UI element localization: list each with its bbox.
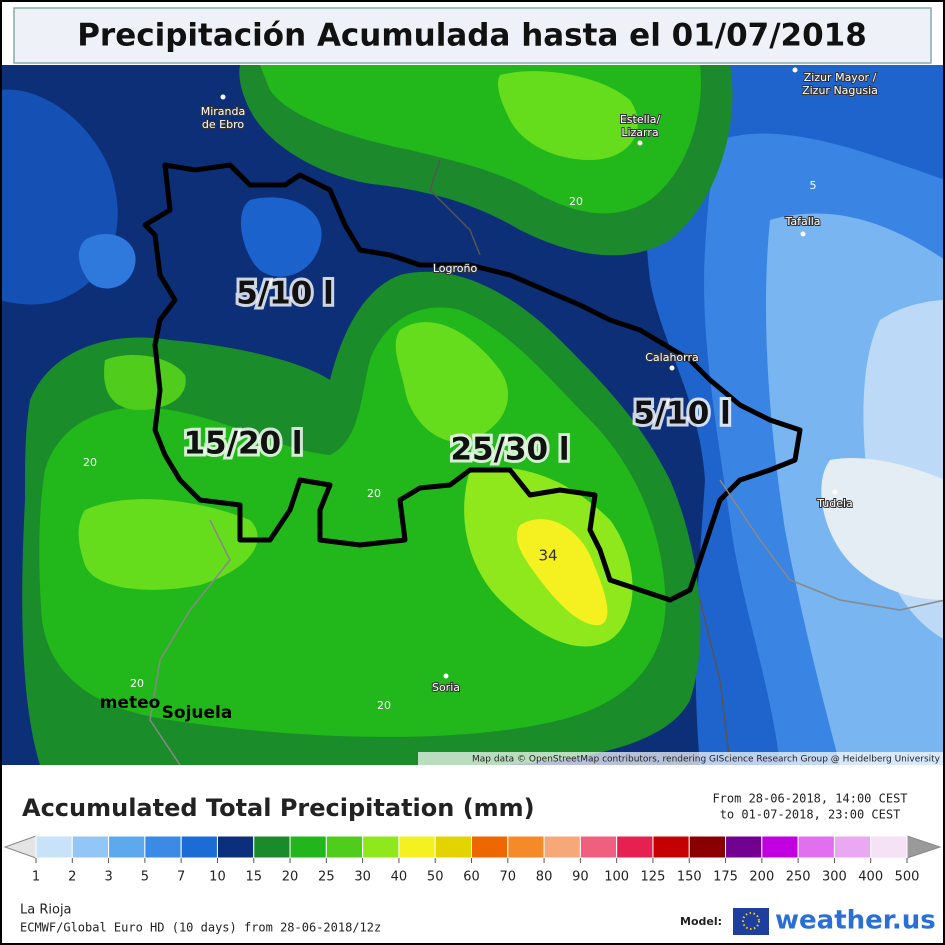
colorbar-box — [289, 835, 327, 859]
colorbar: 1 2 3 5 7 10 15 20 25 30 40 50 60 70 80 90 100 125 150 175 2… — [3, 835, 942, 885]
legend-period: to 01-07-2018, 23:00 CEST — [720, 808, 901, 822]
contour-label: 20 — [377, 699, 391, 712]
colorbar-box — [688, 835, 727, 859]
colorbar-tick-label: 500 — [895, 870, 920, 885]
colorbar-tick-label: 90 — [572, 870, 589, 885]
colorbar-tick-label: 80 — [536, 870, 553, 885]
colorbar-tick-label: 50 — [427, 870, 444, 885]
colorbar-tick-label: 20 — [282, 870, 299, 885]
colorbar-box — [507, 835, 545, 859]
colorbar-tick-label: 7 — [177, 870, 185, 885]
colorbar-box — [398, 835, 436, 859]
colorbar-tick-label: 250 — [786, 870, 811, 885]
attribution: Map data © OpenStreetMap contributors, r… — [472, 755, 941, 765]
colorbar-tick-label: 25 — [318, 870, 335, 885]
colorbar-box — [870, 835, 908, 859]
colorbar-tick-label: 300 — [822, 870, 847, 885]
colorbar-box — [543, 835, 581, 859]
colorbar-box — [761, 835, 799, 859]
colorbar-tick-label: 100 — [604, 870, 629, 885]
contour-label: 5 — [810, 179, 817, 192]
place-label: Tudela — [816, 497, 853, 510]
colorbar-box — [71, 835, 110, 859]
colorbar-box — [180, 835, 218, 859]
colorbar-box — [216, 835, 255, 859]
title-box — [13, 7, 932, 64]
contour-label: 34 — [538, 547, 557, 565]
colorbar-box — [362, 835, 400, 859]
colorbar-box — [797, 835, 835, 859]
colorbar-tick-label: 175 — [713, 870, 738, 885]
region-label: 15/20 l — [183, 426, 302, 462]
place-label: Logroño — [433, 262, 478, 275]
place-label: Tafalla — [784, 215, 820, 228]
colorbar-tick-label: 10 — [209, 870, 226, 885]
colorbar-box — [144, 835, 182, 859]
colorbar-tick-label: 5 — [141, 870, 149, 885]
colorbar-box — [434, 835, 473, 859]
colorbar-box — [579, 835, 618, 859]
colorbar-tick-label: 70 — [500, 870, 517, 885]
watermark: meteo — [100, 693, 161, 713]
colorbar-tick-label: 3 — [104, 870, 112, 885]
colorbar-box — [108, 835, 146, 859]
region-name: La Rioja — [20, 903, 72, 918]
colorbar-box — [652, 835, 690, 859]
region-label: 5/10 l — [633, 396, 730, 432]
map — [0, 65, 945, 766]
watermark: Sojuela — [162, 703, 233, 723]
colorbar-box — [325, 835, 364, 859]
place-label: Miranda — [201, 105, 246, 118]
colorbar-tick-label: 2 — [68, 870, 76, 885]
place-label: Soria — [432, 681, 460, 694]
legend-title: Accumulated Total Precipitation (mm) — [22, 794, 535, 822]
place-label: Zizur Mayor / — [804, 71, 877, 84]
colorbar-box — [253, 835, 291, 859]
contour-label: 20 — [83, 456, 97, 469]
colorbar-box — [35, 835, 73, 859]
place-label: Estella/ — [620, 113, 661, 126]
model-run: ECMWF/Global Euro HD (10 days) from 28-0… — [20, 921, 381, 935]
model-label: Model: — [680, 915, 722, 928]
place-label: Zizur Nagusia — [802, 84, 878, 97]
brand: weather.us — [775, 906, 936, 936]
title: Precipitación Acumulada hasta el 01/07/2… — [77, 18, 867, 54]
contour-labels: 20 20 20 20 20 5 34 — [83, 179, 817, 712]
colorbar-box — [725, 835, 763, 859]
colorbar-tick-label: 150 — [677, 870, 702, 885]
colorbar-tick-label: 60 — [463, 870, 480, 885]
colorbar-tick-label: 30 — [354, 870, 371, 885]
contour-label: 20 — [367, 487, 381, 500]
place-label: de Ebro — [202, 118, 244, 131]
legend-period: From 28-06-2018, 14:00 CEST — [712, 792, 907, 806]
place-label: Lizarra — [621, 126, 658, 139]
colorbar-box — [616, 835, 654, 859]
region-labels: 5/10 l 15/20 l 25/30 l 5/10 l — [180, 273, 733, 471]
colorbar-tick-label: 1 — [32, 870, 40, 885]
colorbar-tick-label: 200 — [749, 870, 774, 885]
contour-label: 20 — [130, 677, 144, 690]
colorbar-tick-label: 40 — [391, 870, 408, 885]
region-label: 25/30 l — [450, 432, 569, 468]
colorbar-tick-label: 125 — [641, 870, 666, 885]
contour-label: 20 — [569, 195, 583, 208]
colorbar-box — [471, 835, 509, 859]
colorbar-box — [833, 835, 872, 859]
region-label: 5/10 l — [236, 276, 333, 312]
place-label: Calahorra — [645, 351, 699, 364]
colorbar-tick-label: 400 — [858, 870, 883, 885]
colorbar-tick-label: 15 — [245, 870, 262, 885]
